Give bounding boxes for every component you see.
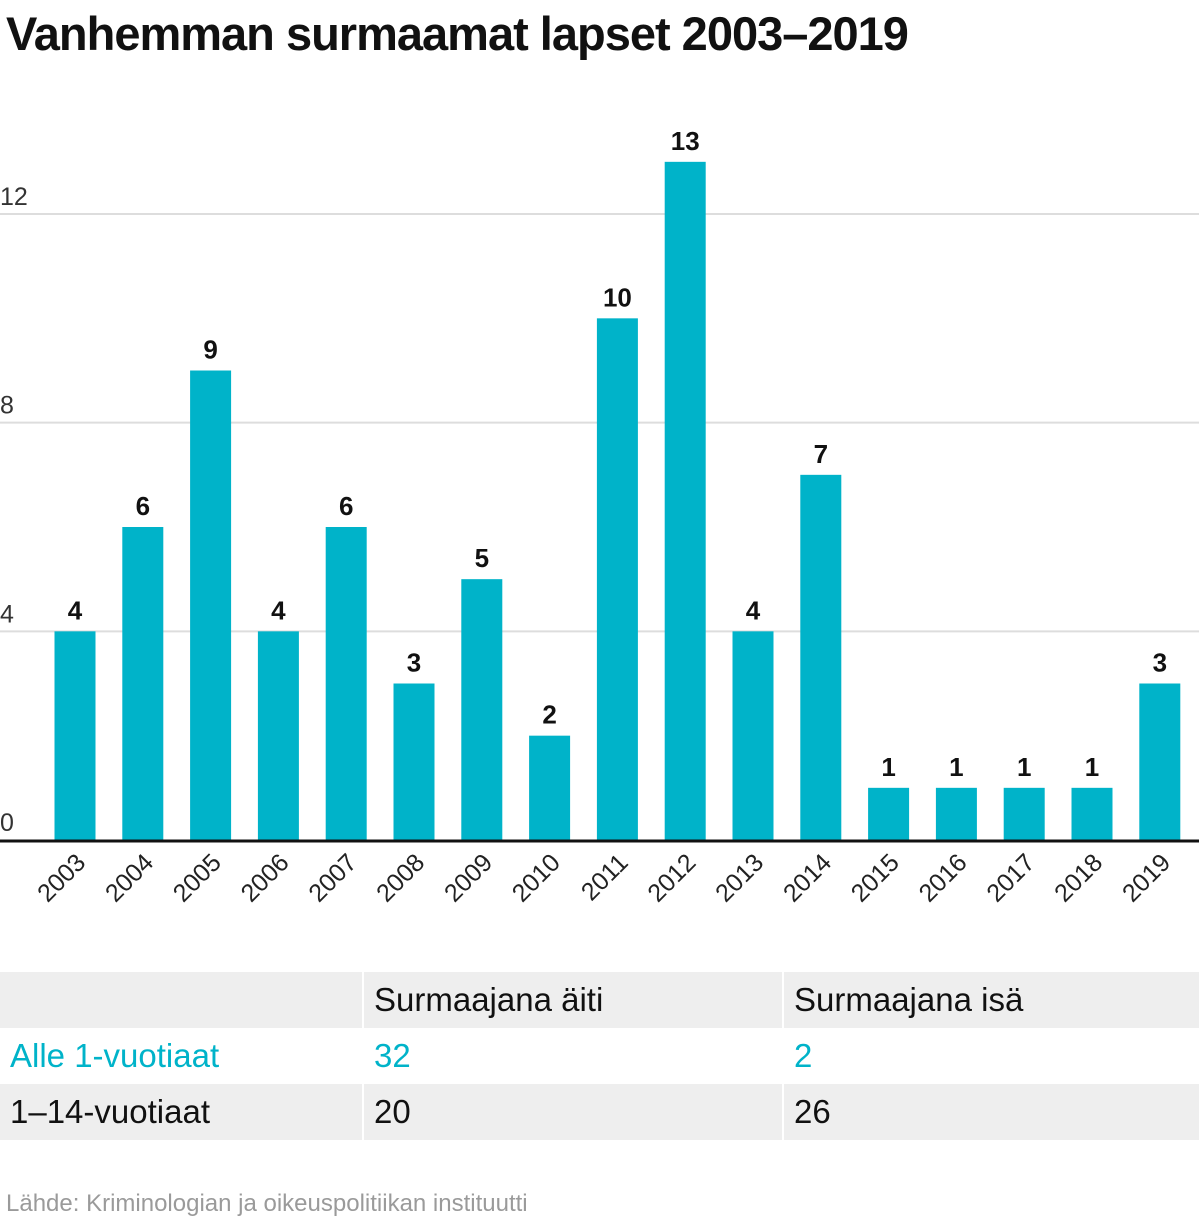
x-tick-label: 2015: [846, 848, 905, 907]
bar: [257, 631, 299, 840]
bar: [529, 735, 571, 840]
bar: [664, 161, 706, 841]
x-tick-label: 2018: [1049, 848, 1108, 907]
bar-value-label: 10: [603, 282, 632, 312]
bar-value-label: 1: [881, 752, 895, 782]
x-tick-label: 2009: [439, 848, 498, 907]
bar-value-label: 3: [407, 648, 421, 678]
bar: [868, 787, 910, 840]
bar-value-label: 4: [68, 595, 83, 625]
x-tick-label: 2013: [710, 848, 769, 907]
bars: [54, 161, 1181, 841]
bar-value-label: 1: [1017, 752, 1031, 782]
bar-value-label: 6: [136, 491, 150, 521]
row-label: Alle 1-vuotiaat: [10, 1037, 220, 1074]
source-note: Lähde: Kriminologian ja oikeuspolitiikan…: [6, 1190, 528, 1217]
bar: [800, 474, 842, 840]
bar: [1139, 683, 1181, 840]
x-tick-label: 2014: [778, 848, 837, 907]
x-tick-label: 2017: [981, 848, 1040, 907]
bar: [190, 370, 232, 840]
row-mother-value: 32: [362, 1028, 782, 1084]
x-tick-label: 2007: [303, 848, 362, 907]
y-tick-label: 0: [0, 809, 14, 837]
x-tick-label: 2008: [371, 848, 430, 907]
x-tick-label: 2019: [1117, 848, 1176, 907]
row-father-value: 26: [782, 1084, 1199, 1140]
bar-value-label: 4: [271, 595, 286, 625]
bar-value-label: 3: [1153, 648, 1167, 678]
bar: [1071, 787, 1113, 840]
bar: [732, 631, 774, 840]
bar-value-label: 9: [203, 335, 217, 365]
bar-value-label: 1: [949, 752, 963, 782]
x-tick-label: 2004: [100, 848, 159, 907]
table-row-1-14: 1–14-vuotiaat 20 26: [0, 1084, 1199, 1140]
table-header-father: Surmaajana isä: [782, 972, 1199, 1028]
table-header-empty: [0, 972, 362, 1028]
y-tick-label: 12: [0, 183, 28, 211]
summary-table: Surmaajana äiti Surmaajana isä Alle 1-vu…: [0, 972, 1199, 1140]
bar: [393, 683, 435, 840]
bar: [596, 318, 638, 840]
bar: [122, 527, 164, 840]
x-tick-label: 2012: [642, 848, 701, 907]
x-tick-label: 2005: [168, 848, 227, 907]
x-tick-label: 2010: [507, 848, 566, 907]
y-tick-label: 4: [0, 600, 14, 628]
table-row-under-1: Alle 1-vuotiaat 32 2: [0, 1028, 1199, 1084]
bar-value-label: 4: [746, 595, 761, 625]
bar-value-label: 6: [339, 491, 353, 521]
table-header-row: Surmaajana äiti Surmaajana isä: [0, 972, 1199, 1028]
row-label: 1–14-vuotiaat: [0, 1084, 362, 1140]
x-tick-label: 2016: [914, 848, 973, 907]
row-father-value: 2: [782, 1028, 1199, 1084]
bar-value-label: 5: [475, 543, 489, 573]
bar: [54, 631, 96, 840]
x-tick-label: 2006: [236, 848, 295, 907]
bar-value-label: 1: [1085, 752, 1099, 782]
x-tick-label: 2003: [32, 848, 91, 907]
bar: [935, 787, 977, 840]
bar: [1003, 787, 1045, 840]
bar: [461, 579, 503, 840]
bar-value-label: 7: [814, 439, 828, 469]
chart-title: Vanhemman surmaamat lapset 2003–2019: [6, 7, 909, 60]
x-tick-label: 2011: [576, 848, 634, 906]
table-header-mother: Surmaajana äiti: [362, 972, 782, 1028]
bar-value-label: 13: [671, 126, 700, 156]
y-tick-label: 8: [0, 392, 14, 420]
bar: [325, 527, 367, 840]
row-mother-value: 20: [362, 1084, 782, 1140]
bar-value-label: 2: [542, 700, 556, 730]
